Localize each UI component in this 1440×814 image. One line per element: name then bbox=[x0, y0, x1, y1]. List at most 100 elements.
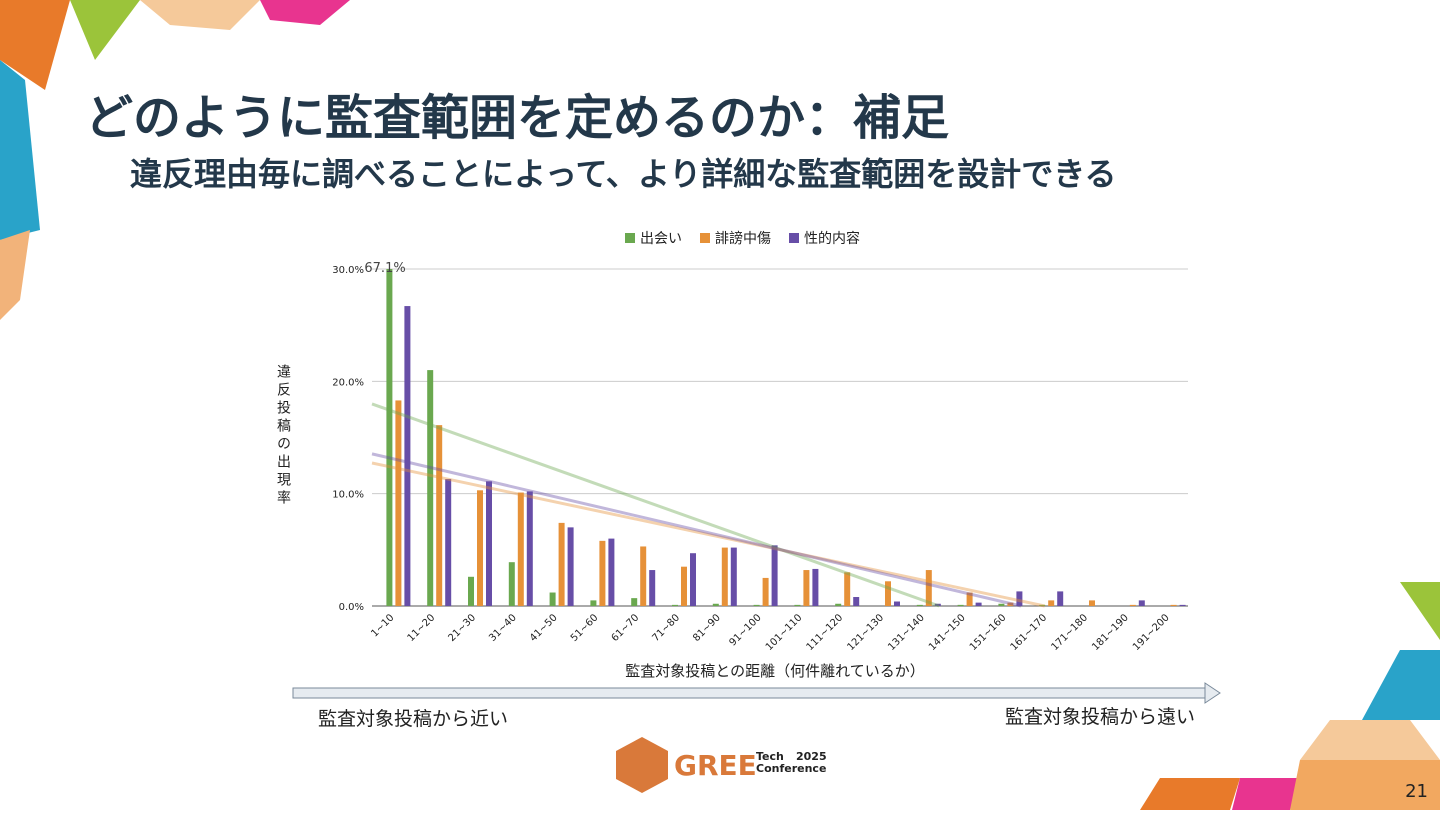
bar bbox=[753, 604, 760, 606]
bar bbox=[771, 545, 778, 606]
logo-brand: GREE bbox=[674, 749, 757, 782]
legend-label: 性的内容 bbox=[804, 230, 860, 247]
direction-arrow bbox=[292, 682, 1221, 704]
bar bbox=[925, 570, 932, 606]
bar bbox=[1129, 604, 1136, 606]
bar bbox=[517, 492, 524, 606]
bar bbox=[894, 601, 900, 606]
bar bbox=[690, 553, 696, 606]
x-tick-label: 151~160 bbox=[968, 612, 1009, 653]
y-tick-label: 0.0% bbox=[339, 602, 364, 613]
bar bbox=[916, 604, 923, 606]
bar bbox=[934, 603, 941, 606]
bar bbox=[853, 597, 860, 606]
logo-conference: Conference bbox=[756, 762, 826, 775]
bar bbox=[1057, 591, 1064, 606]
bar bbox=[526, 491, 533, 606]
x-tick-label: 191~200 bbox=[1131, 612, 1172, 653]
bar bbox=[957, 604, 964, 606]
x-tick-label: 51~60 bbox=[569, 612, 601, 644]
value-label: 67.1% bbox=[364, 261, 405, 276]
bar bbox=[1138, 600, 1145, 606]
bar bbox=[1170, 604, 1177, 606]
x-tick-label: 121~130 bbox=[845, 612, 886, 653]
bar bbox=[486, 481, 492, 606]
bar bbox=[590, 600, 597, 606]
bar bbox=[885, 581, 891, 606]
legend-swatch bbox=[625, 233, 635, 243]
logo: GREE Tech 2025 Conference bbox=[616, 737, 827, 793]
trendline bbox=[371, 461, 1046, 608]
x-tick-label: 171~180 bbox=[1049, 612, 1090, 653]
trendline bbox=[371, 452, 1022, 608]
page-number: 21 bbox=[1405, 781, 1428, 802]
bar bbox=[835, 603, 842, 606]
bar bbox=[445, 479, 452, 606]
bar bbox=[844, 572, 851, 606]
bar bbox=[1016, 591, 1023, 606]
x-tick-label: 141~150 bbox=[927, 612, 968, 653]
bar bbox=[508, 562, 515, 606]
logo-year: 2025 bbox=[796, 750, 827, 763]
x-tick-label: 81~90 bbox=[691, 612, 723, 644]
bar bbox=[477, 490, 483, 606]
bar bbox=[812, 568, 819, 606]
bar bbox=[681, 566, 687, 606]
bar bbox=[468, 576, 474, 606]
bar bbox=[721, 547, 728, 606]
bar bbox=[427, 370, 434, 606]
x-tick-label: 11~20 bbox=[406, 612, 438, 644]
x-tick-label: 71~80 bbox=[650, 612, 682, 644]
bar bbox=[712, 603, 719, 606]
bar bbox=[730, 547, 737, 606]
far-label: 監査対象投稿から遠い bbox=[1005, 706, 1195, 728]
bar bbox=[608, 538, 615, 606]
legend-label: 誹謗中傷 bbox=[715, 230, 771, 247]
y-tick-label: 10.0% bbox=[332, 490, 364, 501]
bar bbox=[1048, 600, 1055, 606]
x-tick-label: 101~110 bbox=[764, 612, 805, 653]
bar bbox=[672, 604, 678, 606]
trendline bbox=[371, 402, 940, 608]
bar bbox=[1007, 602, 1014, 606]
x-tick-label: 31~40 bbox=[487, 612, 519, 644]
bar bbox=[966, 592, 973, 606]
bar bbox=[404, 306, 411, 606]
legend-label: 出会い bbox=[640, 231, 682, 247]
x-tick-label: 111~120 bbox=[805, 612, 846, 653]
legend-swatch bbox=[789, 233, 799, 243]
y-tick-label: 20.0% bbox=[332, 377, 364, 388]
x-tick-label: 21~30 bbox=[446, 612, 478, 644]
bar bbox=[762, 577, 769, 606]
x-tick-label: 181~190 bbox=[1090, 612, 1131, 653]
bar bbox=[631, 598, 638, 606]
bar bbox=[549, 592, 556, 606]
x-tick-label: 1~10 bbox=[369, 612, 396, 639]
slide-subtitle: 違反理由毎に調べることによって、より詳細な監査範囲を設計できる bbox=[130, 155, 1117, 193]
x-tick-label: 161~170 bbox=[1009, 612, 1050, 653]
x-axis-label: 監査対象投稿との距離（何件離れているか） bbox=[625, 662, 924, 680]
bar bbox=[998, 603, 1005, 606]
bar bbox=[649, 570, 656, 606]
bar bbox=[640, 546, 647, 606]
y-tick-label: 30.0% bbox=[332, 265, 364, 276]
bar bbox=[1039, 604, 1046, 606]
bar bbox=[794, 604, 801, 606]
bar bbox=[567, 527, 574, 606]
bar bbox=[599, 540, 606, 606]
bar bbox=[558, 522, 565, 606]
bar bbox=[975, 602, 982, 606]
slide-title: どのように監査範囲を定めるのか：補足 bbox=[85, 90, 949, 146]
logo-tech: Tech bbox=[756, 750, 784, 763]
x-tick-label: 61~70 bbox=[610, 612, 642, 644]
x-tick-label: 131~140 bbox=[886, 612, 927, 653]
bar bbox=[436, 425, 443, 606]
bar bbox=[386, 269, 393, 606]
x-tick-label: 91~100 bbox=[728, 612, 764, 648]
bar bbox=[1179, 604, 1186, 606]
plot-area bbox=[371, 269, 1186, 608]
x-tick-label: 41~50 bbox=[528, 612, 560, 644]
